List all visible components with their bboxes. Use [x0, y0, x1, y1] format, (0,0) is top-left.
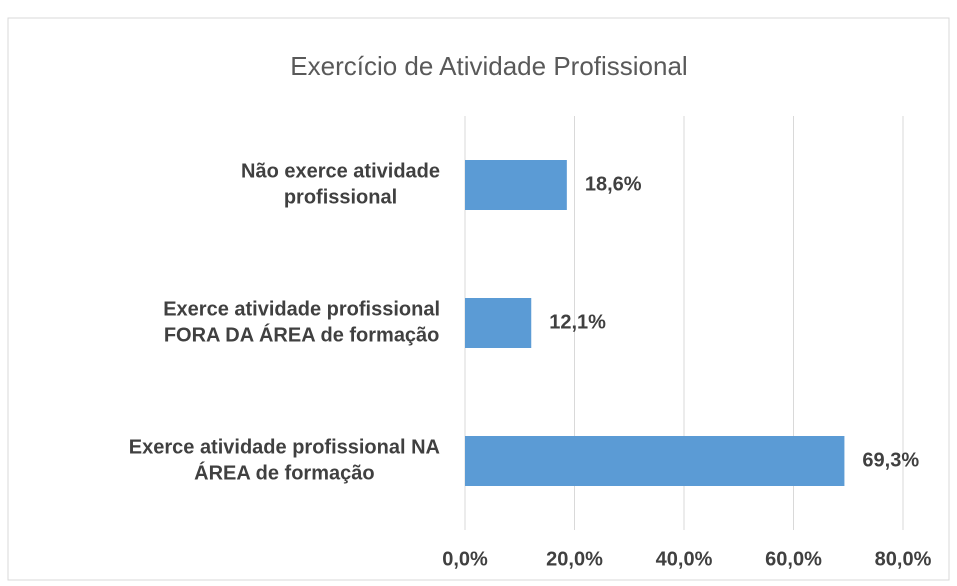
value-label: 69,3% [862, 449, 919, 471]
bar [465, 298, 532, 348]
y-tick-label: FORA DA ÁREA de formação [164, 323, 440, 346]
x-tick-label: 20,0% [546, 548, 603, 570]
bar [465, 160, 567, 210]
y-tick-label: ÁREA de formação [194, 461, 374, 484]
value-label: 18,6% [585, 173, 642, 195]
y-tick-label: Exerce atividade profissional [163, 298, 440, 320]
y-tick-label: Exerce atividade profissional NA [129, 436, 440, 458]
x-tick-label: 60,0% [765, 548, 822, 570]
x-tick-label: 0,0% [442, 548, 488, 570]
y-tick-label: Não exerce atividade [241, 160, 440, 182]
chart-title: Exercício de Atividade Profissional [290, 51, 687, 81]
y-tick-label: profissional [284, 186, 397, 208]
x-tick-label: 80,0% [875, 548, 932, 570]
bar [465, 436, 845, 486]
value-label: 12,1% [549, 311, 606, 333]
x-tick-label: 40,0% [656, 548, 713, 570]
